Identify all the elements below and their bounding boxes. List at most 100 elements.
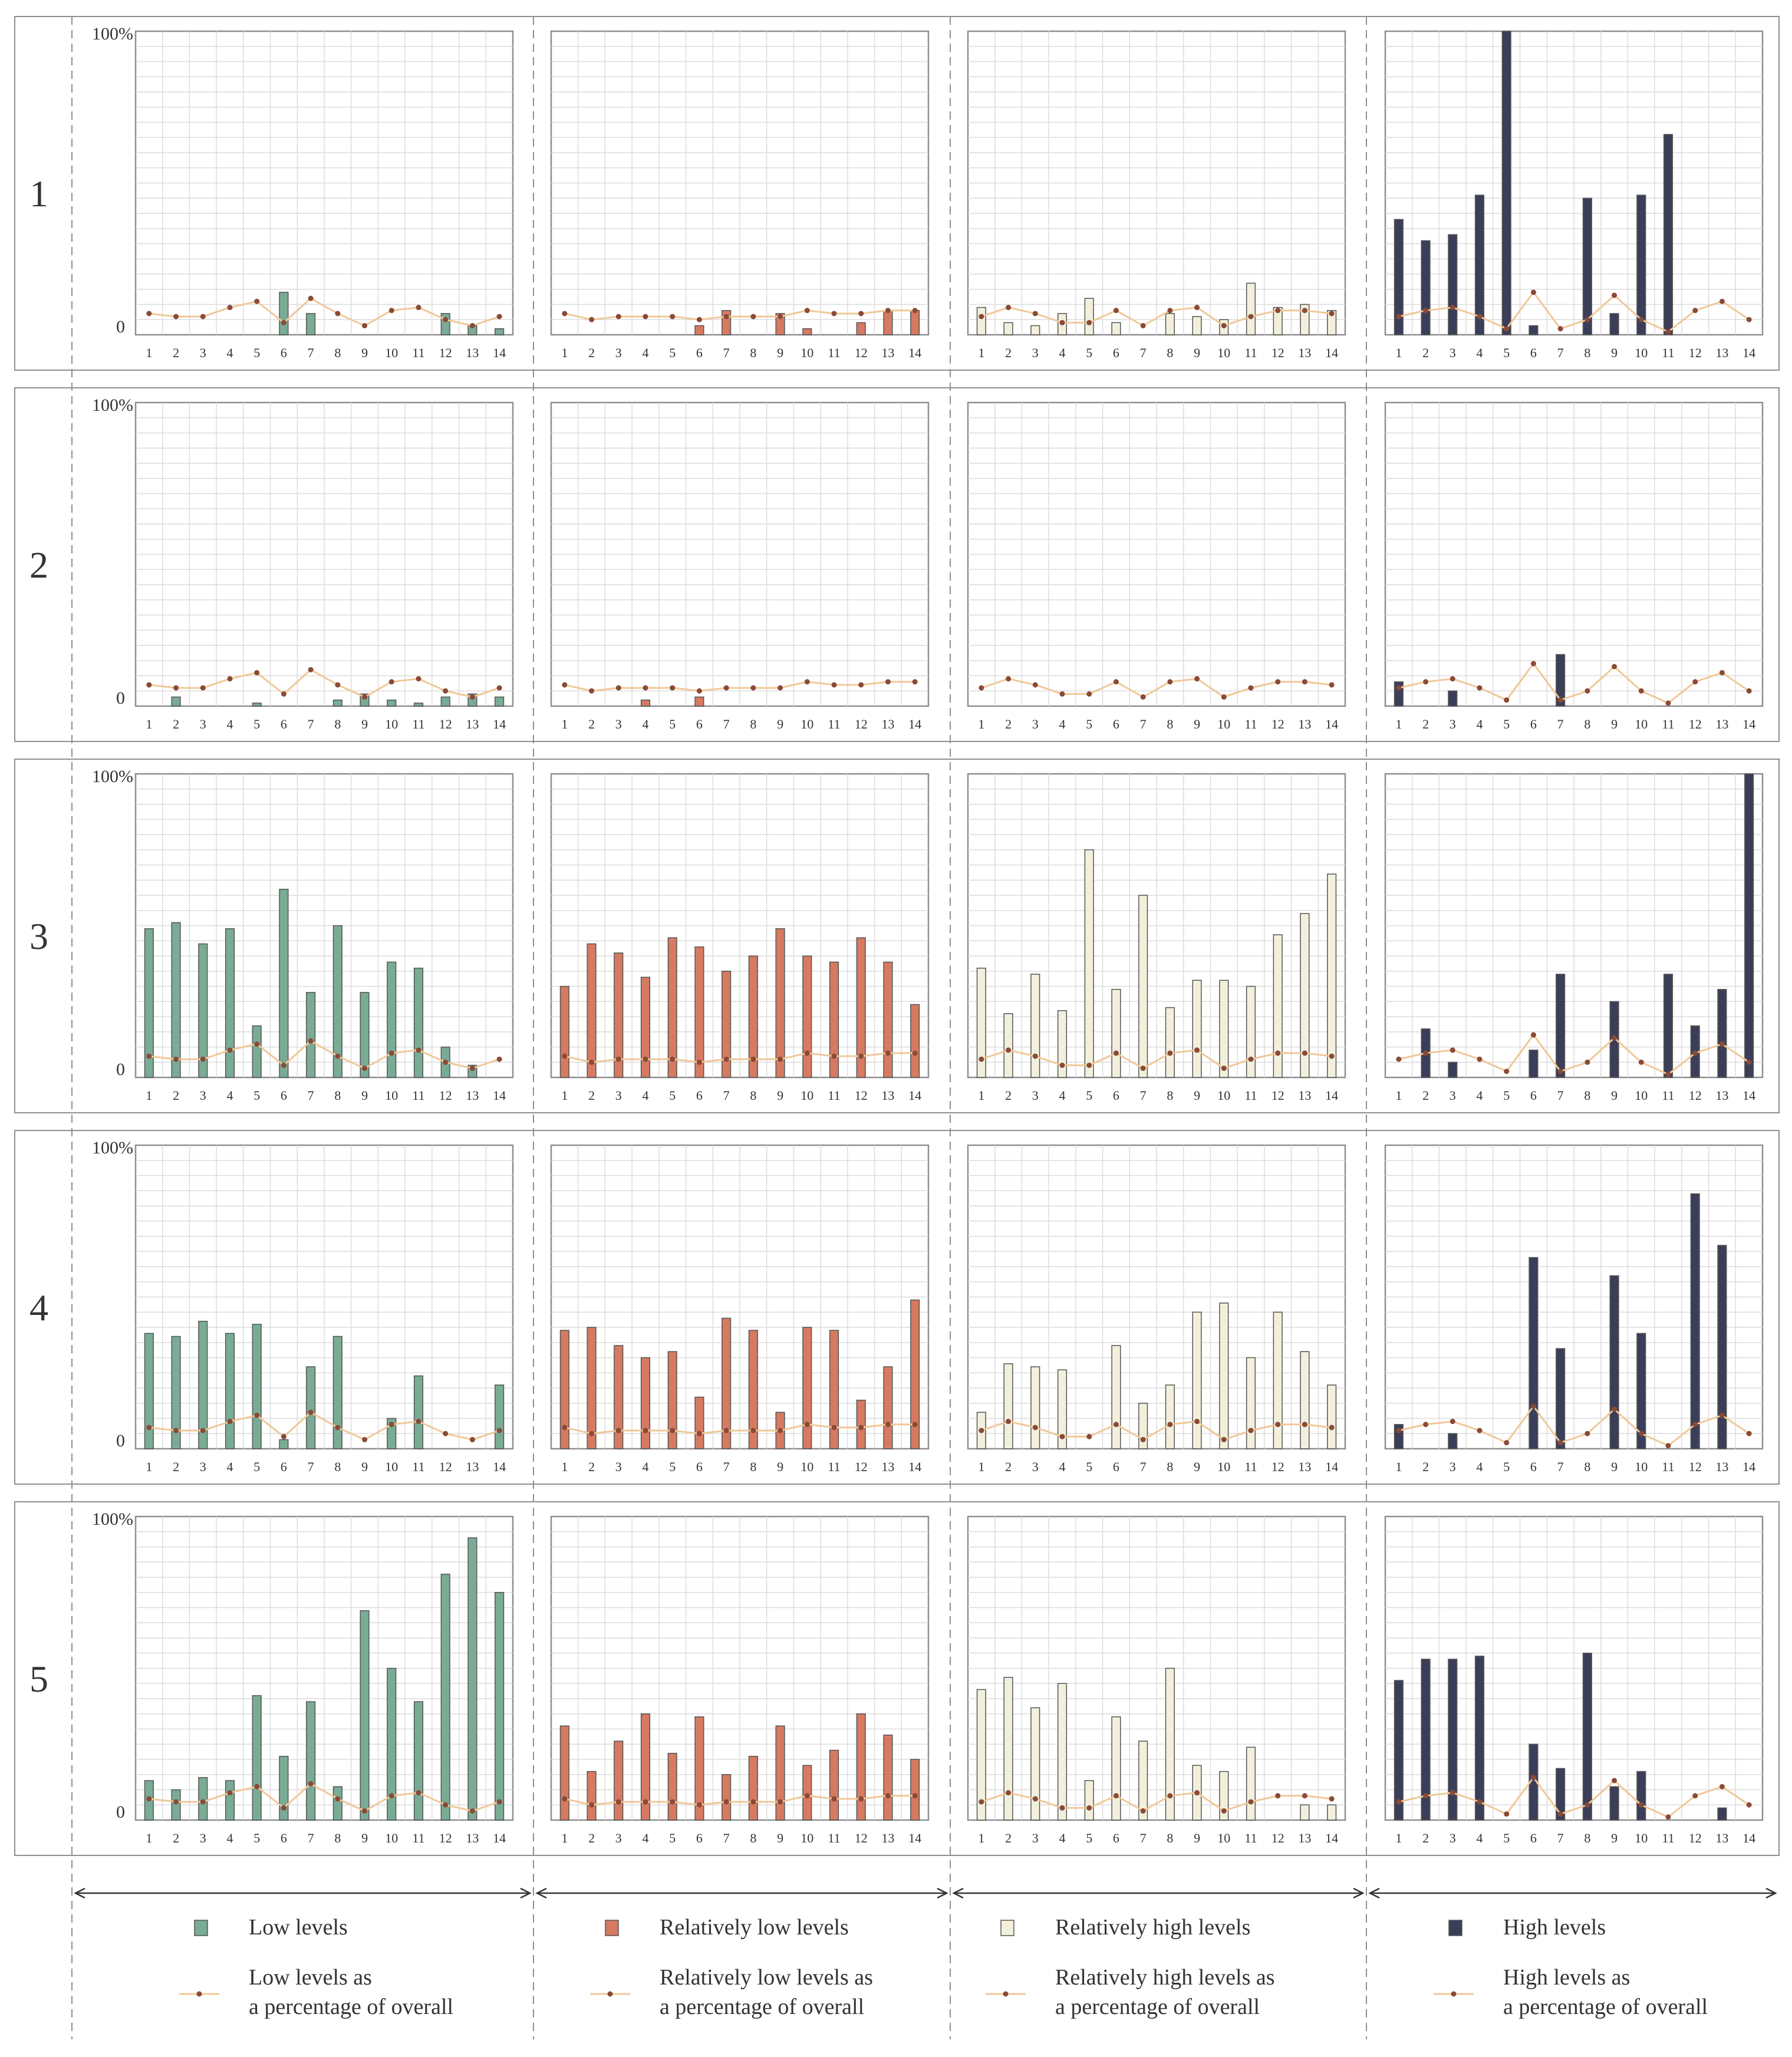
panel-low-row-3: 100%01 2 3 4 5 6 7 8 9 10 11 12 13 14 <box>92 767 514 1103</box>
x-tick-label: 8 <box>750 717 756 731</box>
percentage-point-14 <box>1746 1430 1752 1436</box>
bar-low-12 <box>440 313 450 335</box>
arrow-head-left-icon <box>1368 1887 1380 1899</box>
percentage-point-12 <box>1275 1050 1281 1056</box>
x-tick-label: 14 <box>908 1088 921 1103</box>
bar-rel_high-12 <box>1273 1311 1283 1449</box>
panel-rel_high-row-1: 1 2 3 4 5 6 7 8 9 10 11 12 13 14 <box>967 30 1346 360</box>
x-tick-label: 4 <box>643 1088 649 1103</box>
x-tick-label: 7 <box>1557 1459 1564 1474</box>
x-tick-label: 1 <box>978 1831 984 1845</box>
x-tick-label: 11 <box>1244 345 1257 360</box>
percentage-point-6 <box>281 1433 286 1439</box>
percentage-point-11 <box>1665 1072 1671 1077</box>
x-tick-label: 6 <box>1113 1831 1119 1845</box>
percentage-point-2 <box>1006 676 1012 682</box>
bar-high-3 <box>1448 1433 1458 1449</box>
legend-line-label-1: Relatively high levels as <box>1055 1965 1275 1990</box>
x-tick-label: 6 <box>281 345 287 360</box>
percentage-point-1 <box>146 1796 152 1802</box>
x-tick-label: 7 <box>308 345 314 360</box>
panel-high-row-3: 1 2 3 4 5 6 7 8 9 10 11 12 13 14 <box>1384 773 1764 1103</box>
bar-rel_high-9 <box>1192 316 1202 335</box>
bar-low-2 <box>171 696 181 707</box>
x-tick-label: 10 <box>1635 1459 1648 1474</box>
bar-high-12 <box>1690 1193 1700 1449</box>
x-tick-label: 3 <box>615 717 622 731</box>
legend-rel_high: Relatively high levels Relatively high le… <box>986 1915 1275 2019</box>
x-tick-label: 2 <box>173 1831 179 1845</box>
x-tick-label: 6 <box>696 1088 703 1103</box>
x-tick-label: 14 <box>1325 345 1338 360</box>
percentage-point-9 <box>778 1428 783 1433</box>
percentage-point-10 <box>804 1422 810 1428</box>
percentage-point-1 <box>562 1053 568 1059</box>
percentage-point-12 <box>858 1053 864 1059</box>
bar-rel_high-2 <box>1003 322 1013 335</box>
percentage-point-2 <box>1006 1419 1012 1425</box>
x-tick-label: 12 <box>1271 1459 1284 1474</box>
percentage-point-9 <box>1194 1047 1200 1053</box>
x-tick-label: 2 <box>588 1459 595 1474</box>
bar-low-1 <box>144 1333 154 1449</box>
percentage-point-5 <box>1504 697 1510 703</box>
percentage-point-7 <box>308 667 314 673</box>
x-tick-label: 6 <box>281 1459 287 1474</box>
bar-rel_low-9 <box>775 1725 785 1821</box>
bar-high-1 <box>1394 1680 1404 1821</box>
percentage-point-6 <box>1113 1422 1119 1428</box>
panel-rel_high-row-3: 1 2 3 4 5 6 7 8 9 10 11 12 13 14 <box>967 773 1346 1103</box>
bar-rel_low-3 <box>614 1345 624 1449</box>
percentage-point-4 <box>227 676 233 682</box>
x-tick-label: 13 <box>881 1831 894 1845</box>
percentage-point-7 <box>308 295 314 301</box>
percentage-line-low <box>149 1411 500 1441</box>
percentage-point-11 <box>416 1047 421 1053</box>
x-tick-label: 9 <box>1611 1831 1618 1845</box>
bar-rel_low-10 <box>802 955 812 1078</box>
bar-rel_high-9 <box>1192 1311 1202 1449</box>
legend-low: Low levels Low levels as a percentage of o… <box>179 1915 453 2019</box>
bar-rel_high-6 <box>1111 988 1121 1078</box>
x-tick-label: 3 <box>1450 717 1456 731</box>
x-tick-label: 9 <box>1611 345 1618 360</box>
percentage-point-9 <box>362 1437 368 1443</box>
x-tick-label: 4 <box>1477 1088 1483 1103</box>
percentage-point-13 <box>885 1793 891 1799</box>
bar-high-10 <box>1636 195 1646 335</box>
x-tick-label: 9 <box>1194 717 1200 731</box>
x-tick-label: 6 <box>1530 1088 1537 1103</box>
percentage-point-2 <box>173 314 179 319</box>
percentage-point-4 <box>643 1056 648 1062</box>
x-tick-label: 10 <box>801 345 813 360</box>
bar-rel_low-5 <box>667 1752 677 1821</box>
x-tick-label: 12 <box>855 1831 868 1845</box>
percentage-point-4 <box>227 1419 233 1425</box>
x-tick-label: 14 <box>493 1088 506 1103</box>
x-tick-label: 5 <box>1503 1088 1510 1103</box>
chart-row-3: 3 <box>14 759 1780 1113</box>
x-tick-label: 4 <box>1477 717 1483 731</box>
percentage-point-13 <box>469 323 475 329</box>
x-tick-label: 3 <box>1032 1831 1039 1845</box>
x-tick-label: 10 <box>385 1088 398 1103</box>
x-tick-label: 6 <box>281 1088 287 1103</box>
bar-rel_low-4 <box>640 1713 651 1821</box>
percentage-point-14 <box>1746 1059 1752 1065</box>
x-tick-label: 5 <box>669 1088 676 1103</box>
x-tick-label: 9 <box>1611 1088 1618 1103</box>
x-tick-label: 3 <box>1450 1088 1456 1103</box>
percentage-point-9 <box>362 1066 368 1072</box>
bar-high-3 <box>1448 234 1458 335</box>
bar-low-7 <box>306 1366 316 1449</box>
x-tick-label: 1 <box>146 1459 152 1474</box>
arrow-head-right-icon <box>1765 1887 1777 1899</box>
x-tick-label: 9 <box>777 1831 783 1845</box>
percentage-point-5 <box>1504 1811 1510 1817</box>
percentage-point-2 <box>1006 305 1012 311</box>
percentage-point-2 <box>1423 679 1429 685</box>
x-tick-label: 7 <box>1140 1831 1147 1845</box>
x-tick-label: 10 <box>801 1088 813 1103</box>
percentage-point-5 <box>1504 1069 1510 1074</box>
bar-rel_low-6 <box>694 946 704 1078</box>
